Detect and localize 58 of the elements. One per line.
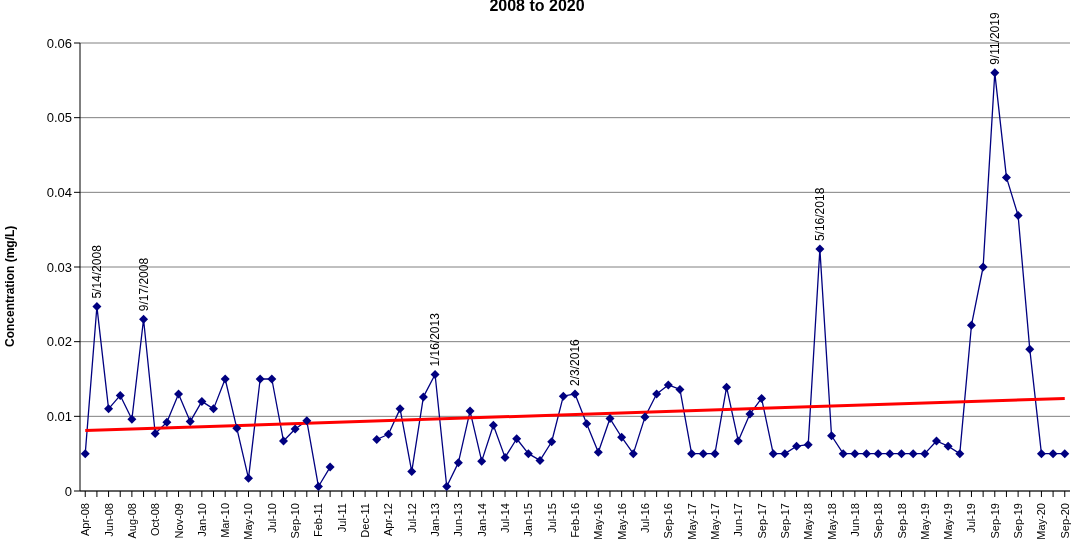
x-tick-label: May-17	[685, 503, 698, 540]
x-tick-label: Apr-08	[79, 503, 92, 537]
x-tick-label: Oct-08	[149, 503, 162, 537]
x-tick-label: May-17	[708, 503, 721, 540]
x-tick-label: May-20	[1035, 503, 1048, 540]
x-tick-label: Jan-15	[522, 503, 535, 537]
data-label: 1/16/2013	[428, 312, 443, 367]
x-tick-label: Jan-13	[429, 503, 442, 537]
x-tick-label: Jul-12	[405, 503, 418, 533]
x-tick-label: Sep-19	[988, 503, 1001, 539]
x-tick-label: May-18	[825, 503, 838, 540]
x-tick-label: Jun-13	[452, 503, 465, 537]
x-tick-label: Apr-12	[382, 503, 395, 537]
y-tick-label: 0.06	[46, 35, 72, 51]
x-tick-label: Sep-17	[778, 503, 791, 539]
x-tick-label: Sep-18	[872, 503, 885, 539]
data-label: 5/14/2008	[89, 244, 104, 299]
x-tick-label: Jul-10	[265, 503, 278, 533]
x-tick-label: Sep-19	[1012, 503, 1025, 539]
x-tick-label: May-16	[615, 503, 628, 540]
y-tick-label: 0	[64, 483, 72, 499]
data-label: 2/3/2016	[568, 338, 582, 386]
x-tick-label: Sep-17	[755, 503, 768, 539]
x-tick-label: May-16	[592, 503, 605, 540]
x-tick-label: Dec-11	[359, 503, 372, 538]
x-tick-label: Sep-20	[1058, 503, 1071, 539]
y-tick-label: 0.05	[46, 110, 72, 126]
data-label: 9/11/2019	[987, 12, 1002, 65]
x-tick-label: Feb-11	[312, 503, 325, 538]
data-label: 5/16/2018	[812, 187, 827, 242]
x-tick-label: Jul-16	[638, 503, 651, 533]
x-tick-label: Jan-10	[195, 503, 208, 537]
chart-title: 2008 to 2020	[489, 0, 585, 14]
x-tick-label: Jan-14	[475, 503, 488, 537]
y-tick-label: 0.02	[46, 334, 72, 350]
x-tick-label: May-10	[242, 503, 255, 540]
y-tick-label: 0.03	[46, 259, 72, 275]
x-tick-label: Jul-14	[499, 503, 512, 533]
x-tick-label: Jul-11	[335, 503, 348, 533]
x-tick-label: Jul-19	[965, 503, 978, 533]
x-tick-label: May-19	[942, 503, 955, 540]
y-tick-label: 0.01	[46, 408, 72, 424]
x-tick-label: Jun-08	[102, 503, 115, 537]
y-axis-title: Concentration (mg/L)	[3, 225, 18, 347]
x-tick-label: May-18	[802, 503, 815, 540]
data-label: 9/17/2008	[136, 257, 151, 312]
x-tick-label: Sep-18	[895, 503, 908, 539]
x-tick-label: Jul-15	[545, 503, 558, 533]
x-tick-label: Aug-08	[125, 503, 138, 539]
x-tick-label: Feb-16	[569, 503, 581, 538]
x-tick-label: Jun-18	[848, 503, 861, 537]
x-tick-label: Sep-10	[289, 503, 302, 539]
x-tick-label: May-19	[918, 503, 931, 540]
x-tick-label: Sep-16	[662, 503, 675, 539]
x-tick-label: Jun-17	[732, 503, 745, 537]
y-tick-label: 0.04	[46, 184, 72, 200]
x-tick-label: Nov-09	[172, 503, 185, 539]
x-tick-label: Mar-10	[219, 503, 232, 538]
